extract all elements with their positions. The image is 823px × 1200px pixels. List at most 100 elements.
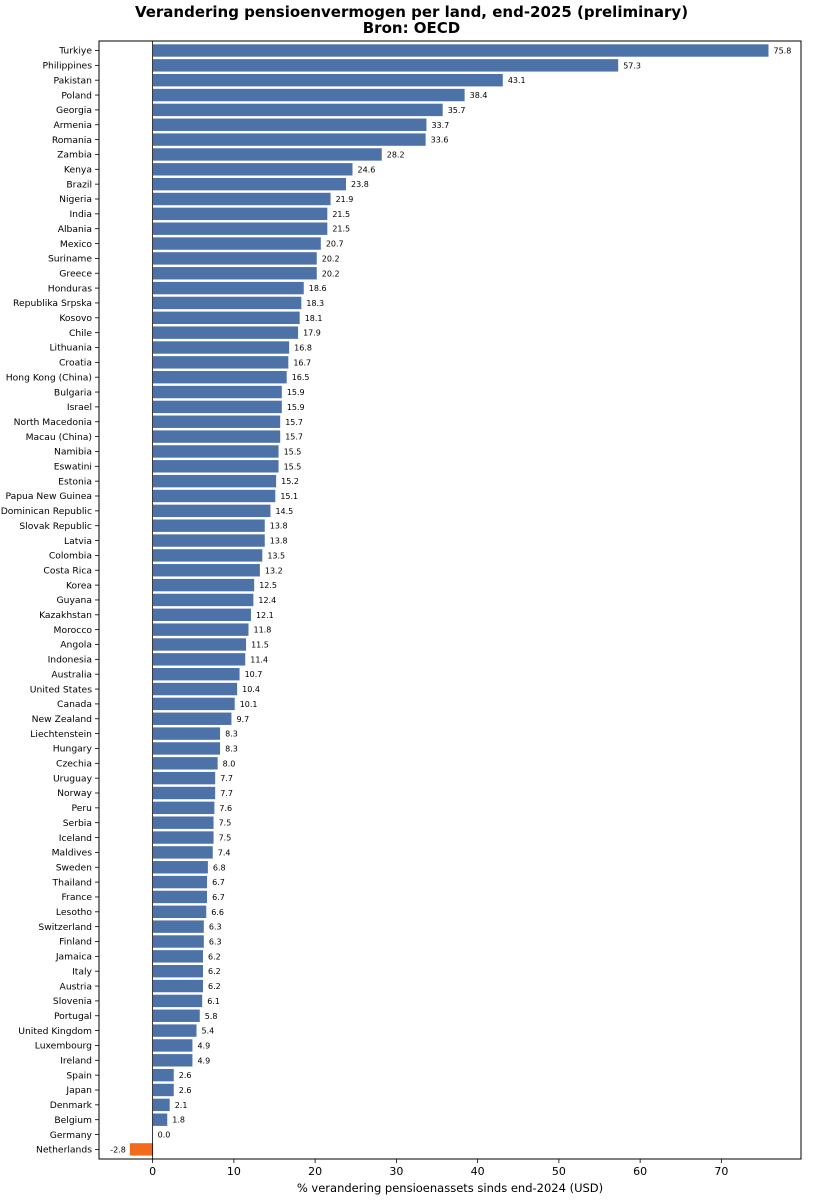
y-tick-label: Luxembourg xyxy=(35,1041,92,1052)
bar xyxy=(152,593,254,607)
bar-value-label: -2.8 xyxy=(110,1145,126,1154)
y-tick-label: Georgia xyxy=(56,105,92,116)
bar-value-label: 6.8 xyxy=(213,863,226,872)
bar xyxy=(152,1054,193,1067)
bar-value-label: 7.7 xyxy=(220,789,233,798)
y-tick-label: Chile xyxy=(69,328,92,339)
y-tick-label: Portugal xyxy=(54,1011,92,1022)
bar xyxy=(152,846,213,859)
bar xyxy=(152,474,277,488)
bar-value-label: 11.4 xyxy=(250,655,268,664)
y-tick-label: Republika Srpska xyxy=(13,298,92,309)
x-tick-label: 60 xyxy=(633,1165,647,1178)
bar xyxy=(152,88,465,102)
bar-value-label: 15.9 xyxy=(287,403,305,412)
bar-value-label: 11.5 xyxy=(251,641,269,650)
y-tick-label: Liechtenstein xyxy=(30,729,92,740)
bar-value-label: 14.5 xyxy=(275,507,293,516)
y-tick-label: Eswatini xyxy=(54,462,92,473)
bar xyxy=(152,163,353,176)
bar-value-label: 38.4 xyxy=(470,91,488,100)
bar xyxy=(152,385,282,399)
bar-value-label: 15.7 xyxy=(285,418,303,427)
y-tick-label: Morocco xyxy=(54,625,93,636)
bar xyxy=(152,489,276,503)
y-tick-label: Hong Kong (China) xyxy=(6,372,92,383)
bar-value-label: 20.2 xyxy=(322,254,340,263)
bar-value-label: 9.7 xyxy=(236,715,249,724)
bar xyxy=(152,861,208,874)
chart-subtitle: Bron: OECD xyxy=(362,19,461,37)
bar-value-label: 6.2 xyxy=(208,967,221,976)
y-tick-label: Kenya xyxy=(64,165,92,176)
chart-title: Verandering pensioenvermogen per land, e… xyxy=(0,4,823,36)
bar xyxy=(152,712,232,725)
bar xyxy=(152,786,216,800)
bar xyxy=(152,192,331,206)
y-tick-label: Thailand xyxy=(52,877,92,888)
bar xyxy=(152,59,619,72)
bar-value-label: 21.9 xyxy=(336,195,354,204)
bar xyxy=(152,1083,174,1097)
bar xyxy=(152,816,214,829)
bar xyxy=(152,1068,174,1082)
y-tick-label: Finland xyxy=(59,937,92,948)
bar-value-label: 2.1 xyxy=(175,1101,188,1110)
x-axis-ticks: 0 10 20 30 40 50 60 70 xyxy=(149,1159,728,1178)
bar xyxy=(152,519,265,532)
y-tick-label: United Kingdom xyxy=(18,1026,92,1037)
bar xyxy=(152,653,246,666)
bar-value-label: 10.7 xyxy=(245,670,263,679)
bar-value-label: 6.2 xyxy=(208,982,221,991)
x-tick-label: 0 xyxy=(149,1165,156,1178)
bar xyxy=(152,935,204,948)
y-tick-label: Uruguay xyxy=(53,773,93,784)
y-tick-label: Ireland xyxy=(60,1056,92,1067)
y-tick-label: Albania xyxy=(58,224,92,235)
bar-value-label: 8.0 xyxy=(223,759,236,768)
bar xyxy=(152,831,214,844)
bar xyxy=(152,801,215,815)
y-tick-label: Slovenia xyxy=(53,996,92,1007)
y-tick-label: Poland xyxy=(61,90,92,101)
bar-value-label: 6.3 xyxy=(209,923,222,932)
bar xyxy=(152,623,249,636)
bar xyxy=(152,207,328,221)
bar-value-label: 13.5 xyxy=(267,551,285,560)
y-tick-label: Denmark xyxy=(50,1100,93,1111)
y-tick-label: Bulgaria xyxy=(54,387,92,398)
bar xyxy=(152,252,317,265)
y-tick-label: Kazakhstan xyxy=(39,610,92,621)
bar xyxy=(152,757,218,770)
bar xyxy=(152,875,208,889)
y-tick-label: Dominican Republic xyxy=(1,506,92,517)
bar-value-label: 18.6 xyxy=(309,284,327,293)
bar-value-label: 7.5 xyxy=(219,834,232,843)
y-tick-label: Lesotho xyxy=(56,907,92,918)
y-tick-label: Indonesia xyxy=(48,655,92,666)
bar xyxy=(152,742,221,755)
y-tick-label: Switzerland xyxy=(38,922,92,933)
bar-value-label: 24.6 xyxy=(358,165,376,174)
y-tick-label: Honduras xyxy=(48,283,92,294)
bar-value-label: 4.9 xyxy=(197,1056,210,1065)
bar xyxy=(152,237,321,250)
bar-value-label: 7.6 xyxy=(219,804,232,813)
bar xyxy=(152,608,251,621)
bar xyxy=(152,267,317,280)
bar-value-label: 21.5 xyxy=(332,210,350,219)
y-tick-label: Armenia xyxy=(53,120,92,131)
bar xyxy=(152,1098,170,1112)
bar-value-label: 16.8 xyxy=(294,344,312,353)
bar-value-label: 28.2 xyxy=(387,150,405,159)
bar-value-label: 13.8 xyxy=(270,522,288,531)
y-tick-label: Mexico xyxy=(60,239,92,250)
y-tick-label: Macau (China) xyxy=(26,432,92,443)
x-axis-label: % verandering pensioenassets sinds end-2… xyxy=(297,1181,603,1195)
bar xyxy=(152,133,426,146)
y-tick-label: Czechia xyxy=(56,759,92,770)
y-tick-label: Spain xyxy=(66,1070,92,1081)
bar xyxy=(152,296,302,310)
y-tick-label: Philippines xyxy=(43,61,93,72)
